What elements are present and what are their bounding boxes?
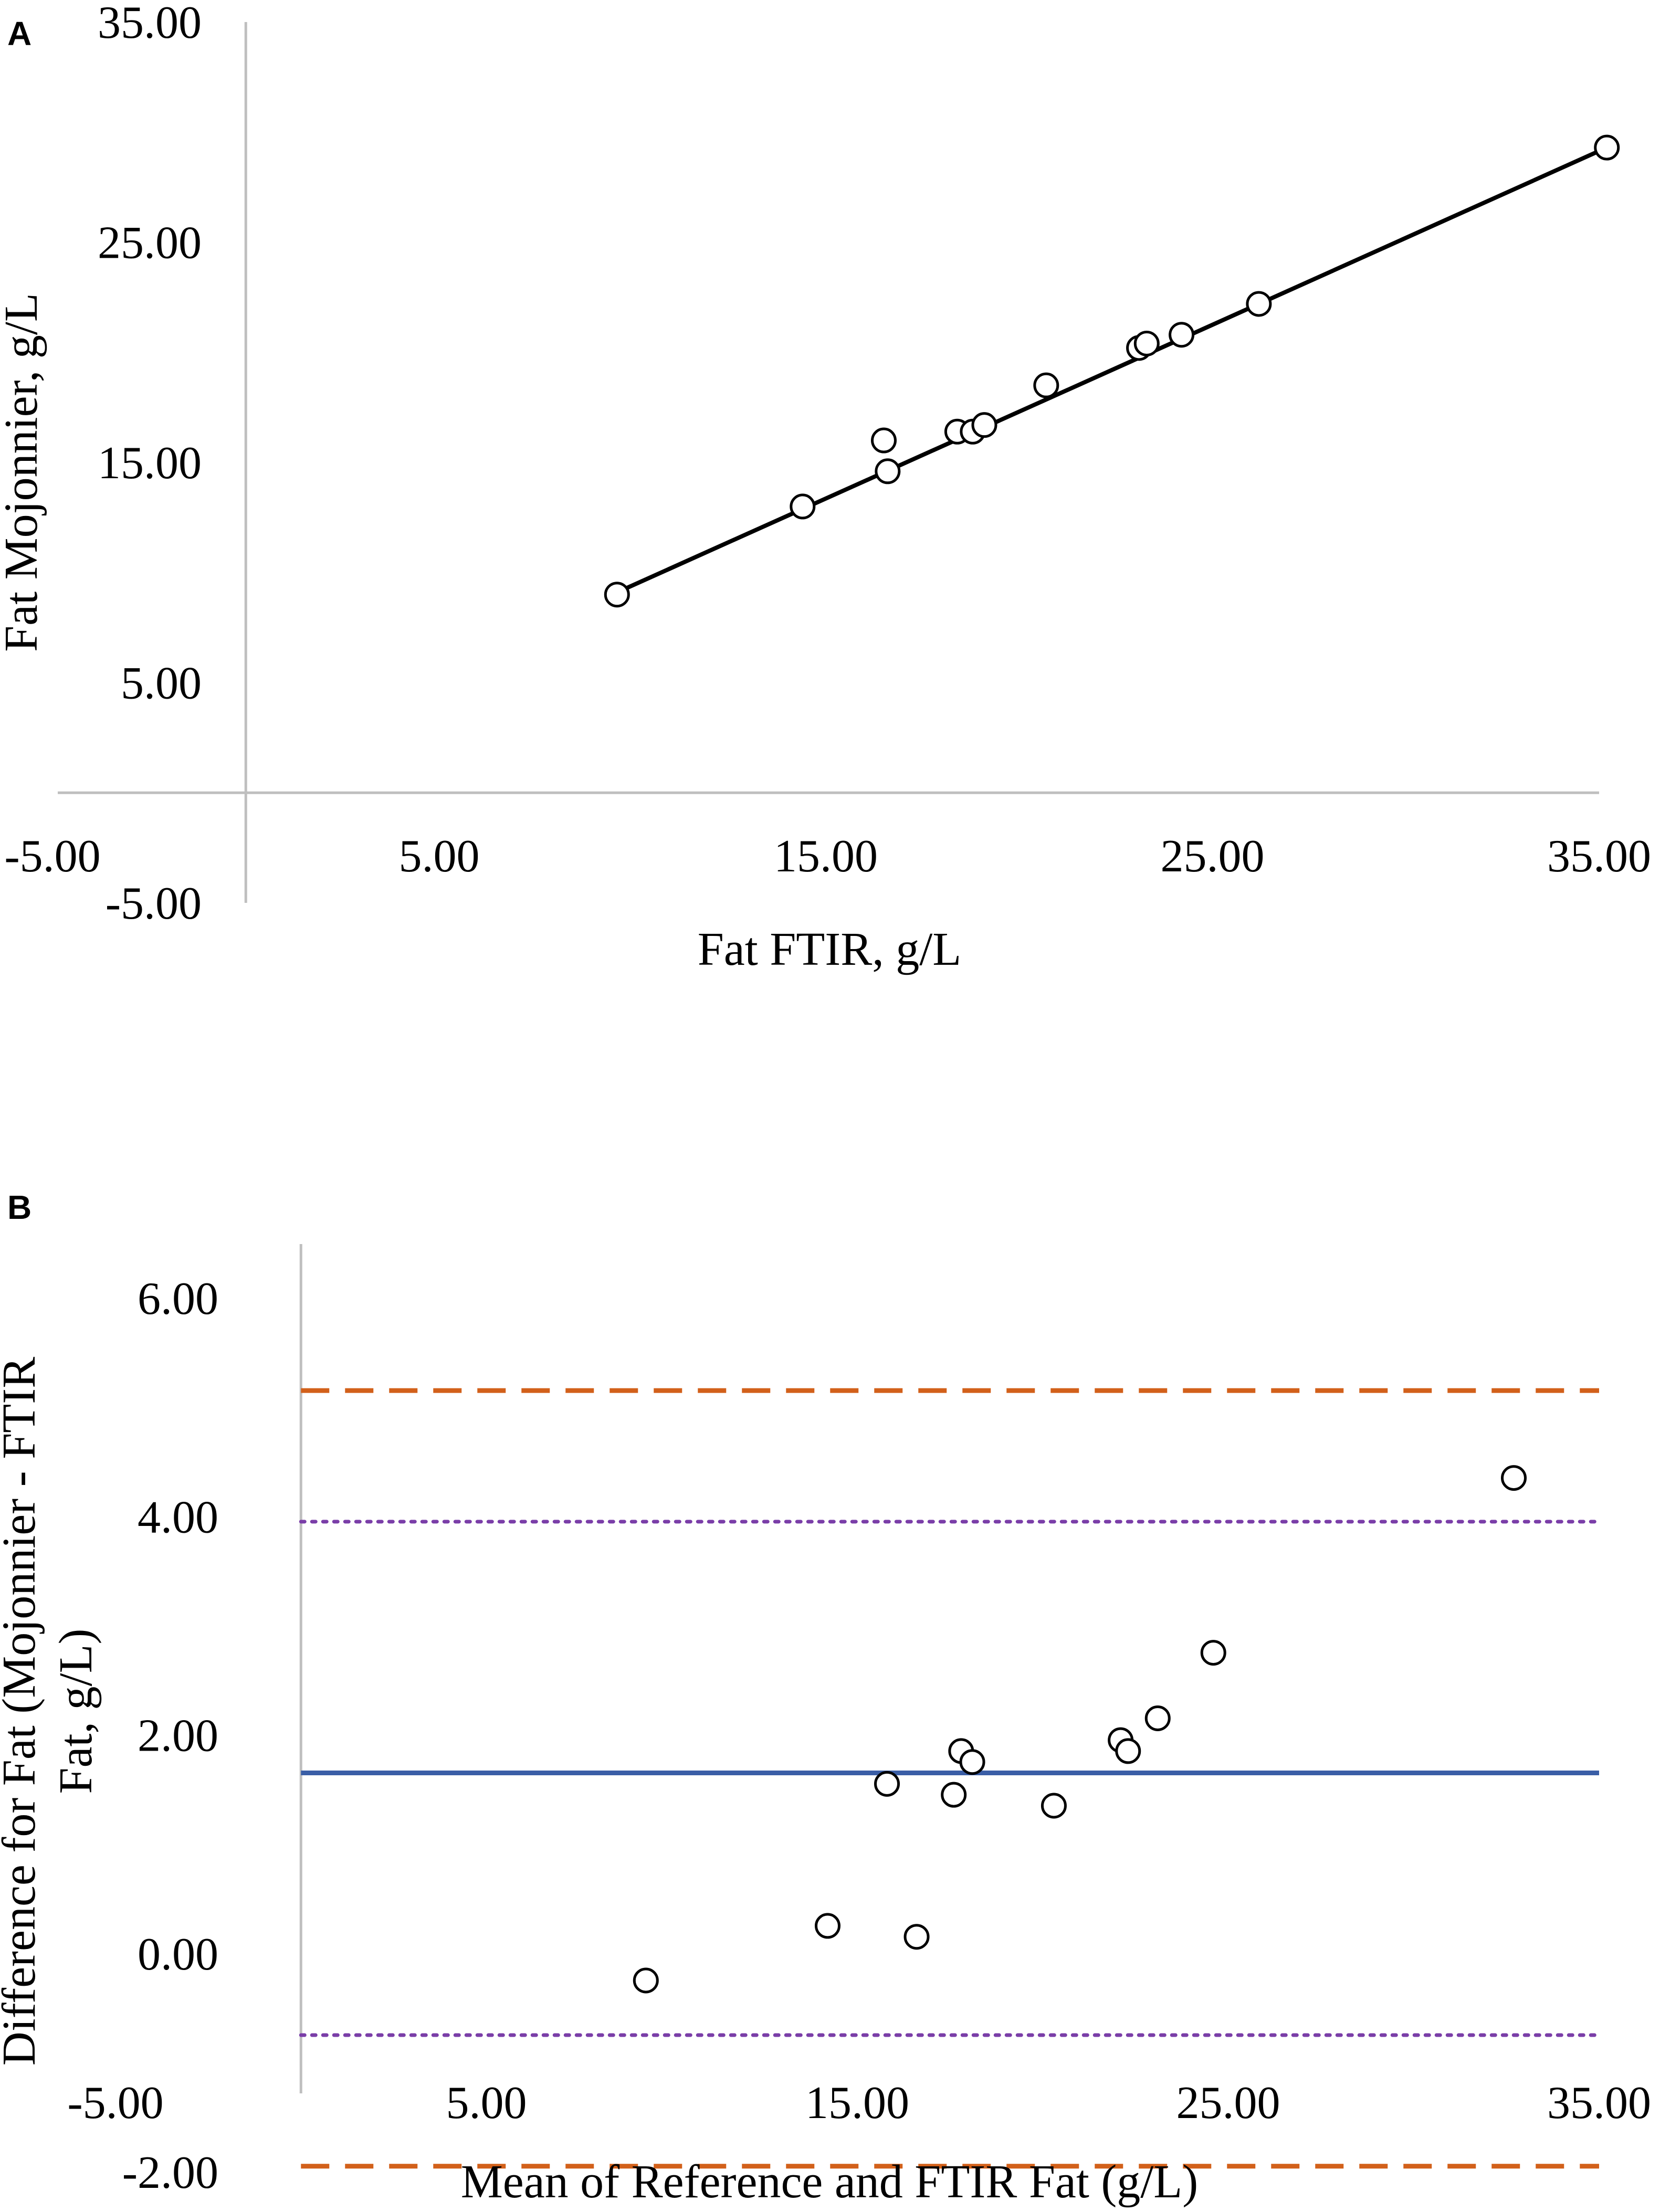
panel-b-y-tick-label: 2.00 [138,1711,218,1762]
panel-b-data-point [814,1913,840,1939]
panel-a-x-tick-label: 15.00 [774,831,878,882]
panel-b-tick-labels: -5.00 5.00 15.00 25.00 35.00 -2.00 0.00 2.00 4.0… [67,1273,1651,2198]
panel-a-axes [58,22,1599,903]
panel-a-data-point [790,493,816,520]
panel-b-data-point [1041,1793,1067,1819]
panel-b-x-axis-label: Mean of Reference and FTIR Fat (g/L) [461,2156,1199,2208]
panel-b-data-point [1115,1738,1141,1764]
panel-a-fit-line [616,145,1608,595]
panel-a-tick-labels: -5.00 5.00 15.00 25.00 35.00 -5.00 5.00 15.00 25… [4,0,1651,929]
panel-b-y-axis-label-line-1: Difference for Fat (Mojonnier - FTIR [0,1357,45,2066]
panel-b-data-point [1144,1705,1171,1731]
panel-a-x-tick-label: -5.00 [4,831,100,882]
panel-a-data-point [870,427,897,454]
panel-b-x-tick-label: 5.00 [446,2078,527,2129]
panel-a-data-point [604,582,630,608]
panel-a-data-point [1133,330,1160,356]
panel-b-y-tick-label: -2.00 [122,2147,218,2198]
panel-a: A -5.00 5.00 15.00 25.00 35.00 -5.00 5.00 15.00… [0,0,1651,975]
panel-a-x-tick-label: 5.00 [399,831,480,882]
panel-b: B -5.00 5.00 15.00 25.00 35.00 -2.00 0.00 2.00 4… [0,1188,1651,2208]
panel-b-data-point [1501,1465,1527,1491]
panel-b-data-point [903,1924,930,1950]
panel-a-data-point [875,458,901,484]
panel-b-points [633,1465,1527,1994]
panel-a-x-tick-label: 25.00 [1161,831,1265,882]
panel-b-y-tick-label: 6.00 [138,1273,218,1324]
panel-a-data-point [1246,291,1272,317]
panel-a-y-axis-label: Fat Mojonnier, g/L [0,293,47,652]
panel-b-y-axis-label-line-2: Fat, g/L) [50,1629,102,1794]
panel-b-data-point [633,1967,659,1994]
panel-b-data-point [959,1749,985,1775]
panel-a-regression-line [616,145,1608,595]
panel-b-y-axis-label: Difference for Fat (Mojonnier - FTIR Fat… [0,1357,102,2066]
panel-b-data-point [1200,1640,1226,1666]
panel-a-x-tick-label: 35.00 [1547,831,1651,882]
panel-a-label: A [7,15,31,52]
panel-a-x-axis-label: Fat FTIR, g/L [698,923,962,975]
panel-b-y-tick-label: 0.00 [138,1929,218,1980]
panel-b-y-tick-label: 4.00 [138,1492,218,1543]
panel-b-x-tick-label: 15.00 [805,2078,909,2129]
panel-a-y-tick-label: 35.00 [98,0,202,48]
panel-a-data-point [1594,134,1620,161]
panel-a-points [604,134,1620,608]
panel-b-reference-lines [299,1388,1601,2169]
panel-a-y-tick-label: 5.00 [121,658,202,709]
panel-b-data-point [874,1771,900,1797]
panel-a-data-point [1033,372,1059,398]
panel-b-label: B [7,1188,31,1226]
panel-a-y-tick-label: 25.00 [98,218,202,269]
panel-a-y-tick-label: 15.00 [98,438,202,489]
panel-a-y-tick-label: -5.00 [106,878,202,929]
panel-b-x-tick-label: 25.00 [1176,2078,1280,2129]
panel-b-x-tick-label: 35.00 [1547,2078,1651,2129]
panel-a-data-point [971,412,997,438]
panel-a-data-point [1169,322,1195,348]
panel-b-data-point [941,1782,967,1808]
panel-b-x-tick-label: -5.00 [67,2078,163,2129]
